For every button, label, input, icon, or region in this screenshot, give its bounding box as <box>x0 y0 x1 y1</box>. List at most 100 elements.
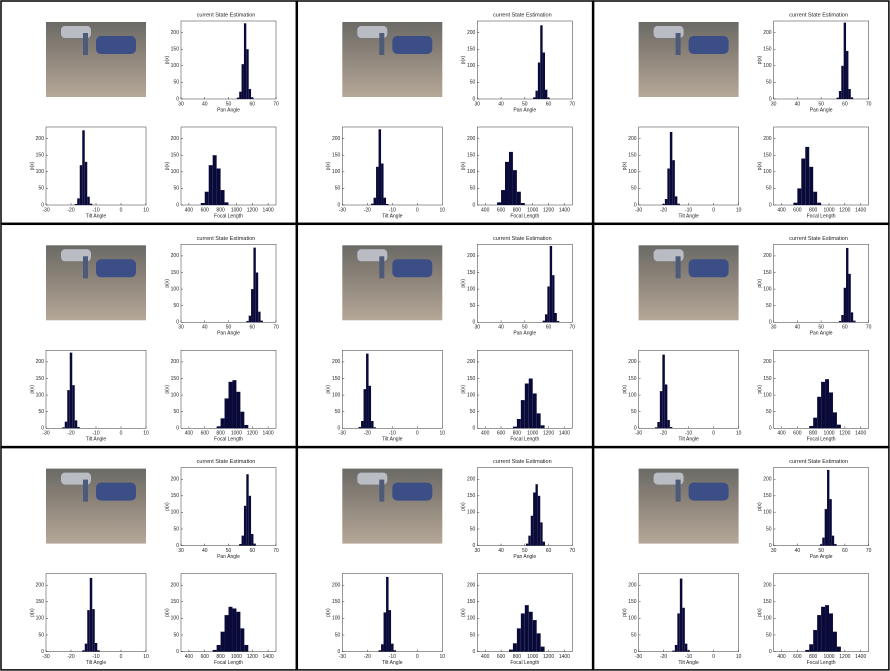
y-axis-label: p(x) <box>326 608 332 617</box>
y-tick-label: 150 <box>36 153 45 159</box>
person <box>83 33 88 55</box>
y-tick-label: 150 <box>763 376 772 382</box>
x-tick-label: 60 <box>249 548 255 554</box>
histogram-bar <box>540 425 545 429</box>
x-tick-label: 400 <box>481 207 490 213</box>
y-tick-label: 200 <box>171 583 180 589</box>
y-tick-label: 200 <box>332 136 341 142</box>
histogram-bar <box>241 64 244 99</box>
y-tick-label: 50 <box>766 80 772 86</box>
plot-title: current State Estimation <box>493 459 552 465</box>
histogram-bar <box>805 146 810 205</box>
x-tick-label: -30 <box>635 654 642 660</box>
x-tick-label: 800 <box>809 654 818 660</box>
histogram-bar <box>797 188 802 205</box>
x-axis-label: Pan Angle <box>513 331 536 337</box>
histogram-bar <box>232 608 237 652</box>
y-tick-label: 50 <box>631 186 637 192</box>
x-axis-label: Pan Angle <box>217 554 240 560</box>
histogram-bar <box>674 644 678 652</box>
histogram-bar <box>528 535 531 546</box>
y-tick-label: 100 <box>467 510 476 516</box>
histogram-bar <box>251 289 254 323</box>
car <box>96 259 136 278</box>
y-axis-label: p(x) <box>29 161 35 170</box>
x-tick-label: 800 <box>216 431 225 437</box>
x-tick-label: 60 <box>842 325 848 331</box>
histogram-bar <box>228 381 233 429</box>
y-axis-label: p(x) <box>622 608 628 617</box>
y-tick-label: 150 <box>171 493 180 499</box>
y-tick-label: 150 <box>467 493 476 499</box>
y-axis-label: p(x) <box>622 161 628 170</box>
y-tick-label: 150 <box>763 270 772 276</box>
car <box>392 259 433 278</box>
histogram-bar <box>530 515 534 546</box>
y-tick-label: 200 <box>467 253 476 259</box>
histogram-bar <box>536 413 541 429</box>
y-tick-label: 100 <box>763 510 772 516</box>
histogram-bar <box>838 320 842 323</box>
histogram-bar <box>243 505 247 546</box>
y-tick-label: 150 <box>628 599 637 605</box>
x-tick-label: 400 <box>777 207 786 213</box>
y-tick-label: 100 <box>763 169 772 175</box>
y-tick-label: 100 <box>171 169 180 175</box>
histogram-bar <box>94 642 98 652</box>
y-axis-label: p(x) <box>461 161 467 170</box>
y-tick-label: 50 <box>173 186 179 192</box>
y-axis-label: p(x) <box>757 608 763 617</box>
x-tick-label: 1400 <box>855 431 866 437</box>
y-tick-label: 200 <box>763 359 772 365</box>
x-axis-label: Pan Angle <box>810 331 833 337</box>
histogram-bar <box>224 398 229 429</box>
histogram-bar <box>532 393 537 429</box>
histogram-bar <box>817 396 822 429</box>
histogram-bar <box>391 643 394 652</box>
histogram-bar <box>540 522 543 546</box>
x-tick-label: 10 <box>736 207 742 213</box>
x-tick-label: 60 <box>249 101 255 107</box>
x-tick-label: 400 <box>481 431 490 437</box>
histogram-bar <box>533 97 536 99</box>
x-tick-label: 30 <box>178 548 184 554</box>
y-tick-label: 100 <box>763 392 772 398</box>
y-tick-label: 0 <box>176 426 179 432</box>
histogram-bar <box>212 649 217 652</box>
x-tick-label: 1400 <box>559 207 570 213</box>
x-tick-label: 10 <box>736 654 742 660</box>
x-tick-label: 600 <box>201 431 210 437</box>
y-tick-label: 200 <box>171 359 180 365</box>
histogram-bar <box>836 97 839 99</box>
y-axis-label: p(x) <box>757 55 763 64</box>
y-tick-label: 0 <box>41 649 44 655</box>
histogram-bar <box>508 649 513 652</box>
y-axis-label: p(x) <box>326 385 332 394</box>
y-tick-label: 50 <box>470 186 476 192</box>
x-tick-label: 1000 <box>231 431 242 437</box>
y-tick-label: 0 <box>473 543 476 549</box>
y-tick-label: 50 <box>470 632 476 638</box>
x-axis-label: Tilt Angle <box>86 437 107 443</box>
histogram-bar <box>821 606 826 652</box>
y-tick-label: 50 <box>38 409 44 415</box>
plot-frame <box>45 573 147 652</box>
histogram-bar <box>516 191 521 205</box>
x-tick-label: 1200 <box>543 654 554 660</box>
x-tick-label: 400 <box>777 654 786 660</box>
x-tick-label: 0 <box>416 431 419 437</box>
x-tick-label: -30 <box>635 207 642 213</box>
histogram-bar <box>554 313 557 323</box>
y-tick-label: 100 <box>467 169 476 175</box>
plot-frame <box>180 20 277 100</box>
histogram-bar <box>679 578 683 652</box>
y-tick-label: 100 <box>763 63 772 69</box>
histogram-bar <box>544 89 548 99</box>
y-tick-label: 150 <box>763 599 772 605</box>
histogram-bar <box>512 643 517 652</box>
histogram-bar <box>841 65 844 99</box>
histogram-bar <box>84 161 88 205</box>
x-tick-label: 40 <box>498 548 504 554</box>
histogram-bar <box>540 646 545 652</box>
x-tick-label: 1000 <box>527 207 538 213</box>
